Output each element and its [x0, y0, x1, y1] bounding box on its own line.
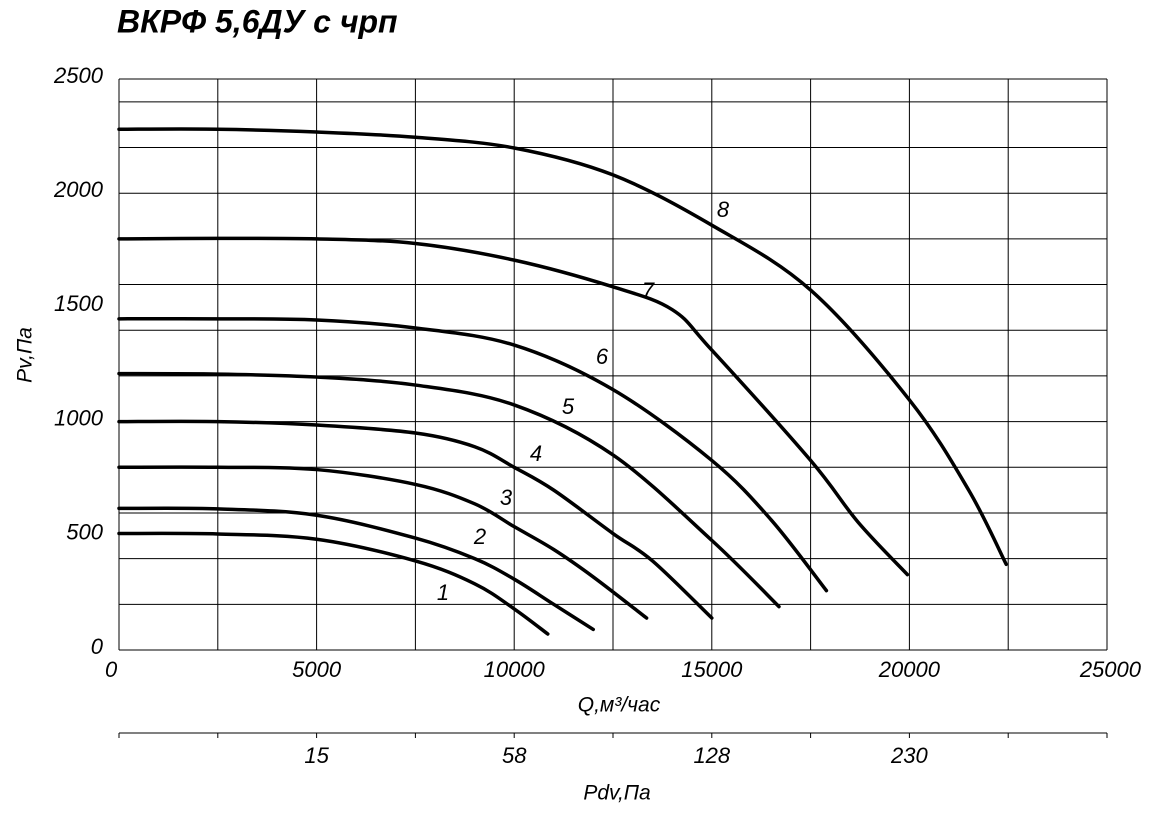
- curve: [117, 371, 781, 609]
- curve: [117, 127, 1008, 567]
- curve-label: 2: [473, 524, 486, 549]
- x2-tick-label: 58: [502, 743, 527, 768]
- x-tick-label: 0: [105, 657, 118, 682]
- curve: [117, 506, 595, 632]
- curve: [117, 531, 550, 636]
- curve: [117, 465, 649, 620]
- y-tick-label: 1500: [54, 291, 104, 316]
- x-tick-label: 15000: [681, 657, 743, 682]
- curve: [117, 316, 829, 593]
- chart-title: ВКРФ 5,6ДУ с чрп: [117, 3, 398, 39]
- x-tick-label: 5000: [292, 657, 342, 682]
- curve: [117, 236, 910, 577]
- curve-label: 8: [717, 197, 730, 222]
- y-tick-label: 2500: [53, 63, 104, 88]
- y-tick-label: 0: [91, 634, 104, 659]
- curve-label: 7: [642, 278, 655, 303]
- curve-label: 5: [562, 394, 575, 419]
- curve: [117, 419, 714, 620]
- curve-label: 3: [500, 485, 513, 510]
- x2-axis-label: Pdv,Па: [583, 782, 650, 805]
- x2-tick-label: 230: [890, 743, 928, 768]
- curve-label: 4: [530, 441, 542, 466]
- y-tick-label: 500: [66, 520, 103, 545]
- y-axis-label: Pv,Па: [14, 327, 37, 383]
- y-tick-label: 1000: [54, 405, 104, 430]
- x-axis-label: Q,м³/час: [578, 694, 661, 717]
- x2-tick-label: 15: [304, 743, 329, 768]
- x-tick-label: 25000: [1079, 657, 1142, 682]
- curve-label: 6: [596, 344, 609, 369]
- x-tick-label: 10000: [484, 657, 546, 682]
- curve-label: 1: [437, 580, 449, 605]
- y-tick-label: 2000: [53, 177, 104, 202]
- x-tick-label: 20000: [878, 657, 941, 682]
- x2-tick-label: 128: [693, 743, 730, 768]
